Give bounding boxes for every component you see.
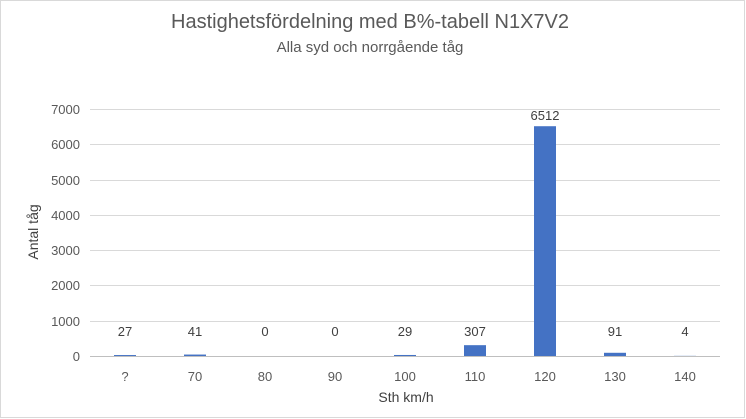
y-tick-label: 1000 [51,314,80,329]
y-tick-label: 4000 [51,208,80,223]
x-tick-label: 100 [394,369,416,384]
y-tick-label: 7000 [51,102,80,117]
x-tick-label: 130 [604,369,626,384]
y-tick-label: 5000 [51,173,80,188]
x-tick-label: 70 [188,369,202,384]
data-label: 41 [188,324,202,339]
y-tick-label: 0 [73,349,80,364]
x-axis-title: Sth km/h [378,389,433,405]
bar-? [114,355,136,356]
bar-120 [534,126,556,357]
y-tick-label: 3000 [51,243,80,258]
data-label: 307 [464,324,486,339]
y-tick-label: 2000 [51,278,80,293]
x-tick-label: 140 [674,369,696,384]
x-axis-ticks: ? 70 80 90 100 110 120 130 140 [121,369,695,384]
bars [114,126,696,357]
bar-70 [184,354,206,356]
data-label: 6512 [531,108,560,123]
x-tick-label: ? [121,369,128,384]
x-tick-label: 90 [328,369,342,384]
x-tick-label: 80 [258,369,272,384]
y-tick-label: 6000 [51,137,80,152]
bar-100 [394,354,416,356]
data-label: 0 [261,324,268,339]
data-label: 0 [331,324,338,339]
chart-subtitle: Alla syd och norrgående tåg [277,39,464,56]
data-label: 27 [118,324,132,339]
data-label: 29 [398,324,412,339]
chart-title: Hastighetsfördelning med B%-tabell N1X7V… [171,11,569,33]
data-label: 4 [681,324,688,339]
x-tick-label: 120 [534,369,556,384]
data-labels: 27 41 0 0 29 307 6512 91 4 [118,108,689,339]
x-tick-label: 110 [465,369,486,384]
gridlines [90,109,720,357]
bar-110 [464,345,486,356]
data-label: 91 [608,324,622,339]
bar-130 [604,352,626,356]
y-axis-ticks: 0 1000 2000 3000 4000 5000 6000 7000 [51,102,80,364]
y-axis-title: Antal tåg [25,204,41,259]
